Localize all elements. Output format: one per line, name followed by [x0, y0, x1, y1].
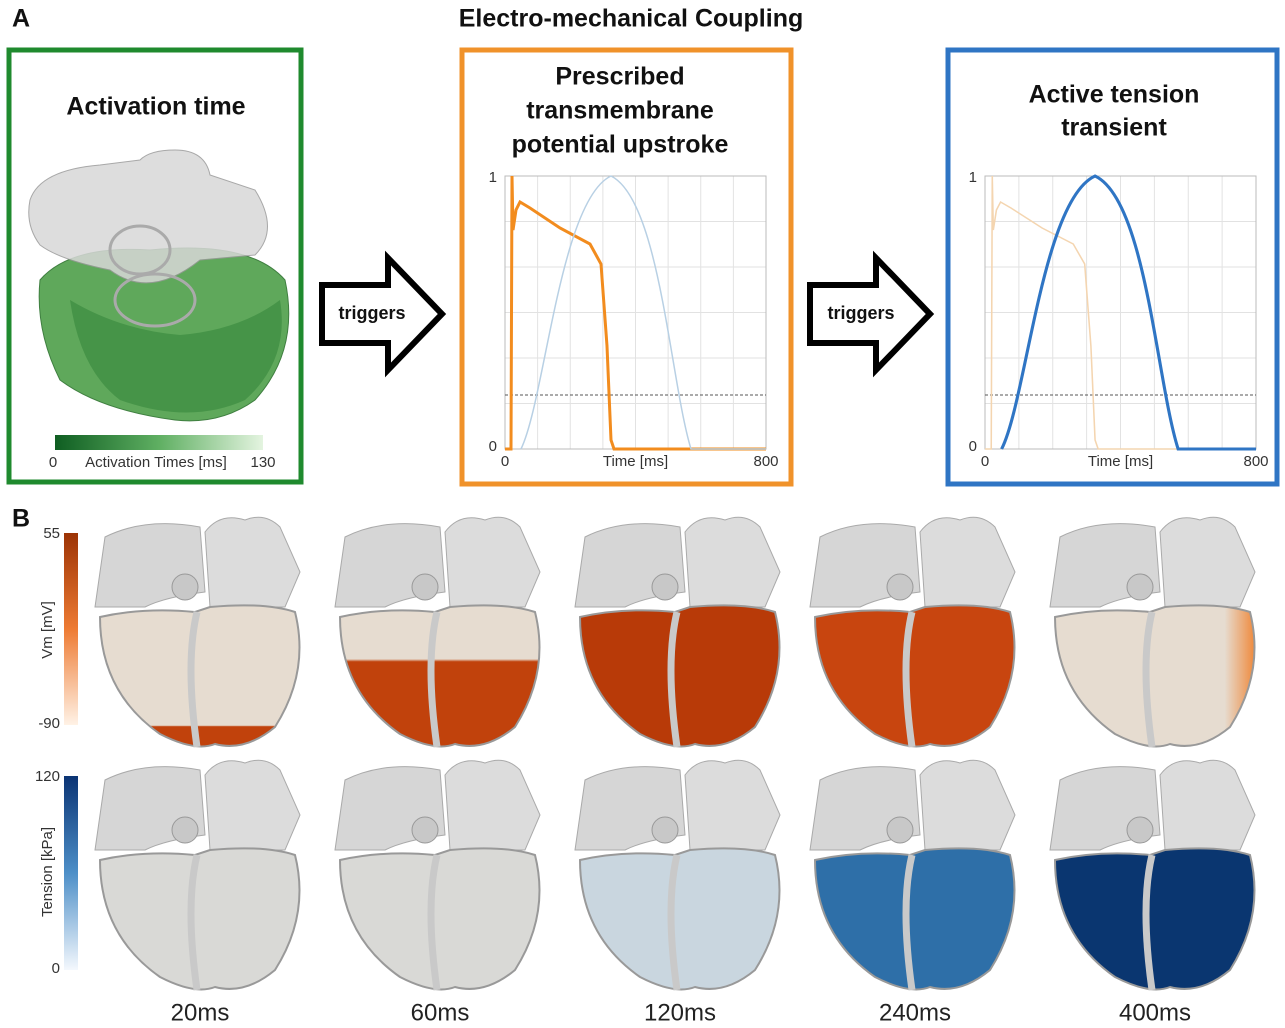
vm-colorbar [64, 533, 78, 725]
time-label: 120ms [644, 999, 716, 1026]
panel-label: B [12, 505, 30, 533]
vm-max: 55 [43, 525, 60, 542]
figure: A Electro-mechanical Coupling Activation… [0, 0, 1285, 1028]
time-label: 240ms [879, 999, 951, 1026]
heart-vm [810, 517, 1015, 747]
y-tick-label: 0 [969, 438, 977, 455]
tension-label: Tension [kPa] [39, 827, 56, 917]
heart-tension [95, 760, 300, 990]
x-tick-label: 0 [981, 453, 989, 470]
heart-vm [1050, 517, 1255, 747]
tension-title: transient [1061, 114, 1167, 142]
y-tick-label: 0 [489, 438, 497, 455]
time-label: 400ms [1119, 999, 1191, 1026]
x-tick-label: 0 [501, 453, 509, 470]
heart-vm [335, 517, 540, 747]
heart-tension [1050, 760, 1255, 990]
arrow-label: triggers [827, 303, 894, 323]
x-axis-label: Time [ms] [1088, 453, 1153, 470]
plot: 1 00 Time [ms] 800 [969, 169, 1269, 470]
colorbar-min: 0 [49, 454, 57, 471]
tension-min: 0 [52, 960, 60, 977]
arrow: triggers [322, 258, 442, 370]
x-tick-label: 800 [753, 453, 778, 470]
potential-title: potential upstroke [512, 131, 729, 159]
colorbar-label: Activation Times [ms] [85, 454, 227, 471]
colorbar-max: 130 [250, 454, 275, 471]
tension-max: 120 [35, 768, 60, 785]
arrow: triggers [810, 258, 930, 370]
y-tick-label: 1 [969, 169, 977, 186]
vm-min: -90 [38, 715, 60, 732]
potential-title: Prescribed [555, 63, 684, 91]
activation-colorbar [55, 435, 263, 450]
vm-label: Vm [mV] [39, 601, 56, 659]
heart-tension [575, 760, 780, 990]
plot: 1 00 Time [ms] 800 [489, 169, 779, 470]
tension-title: Active tension [1029, 81, 1200, 109]
time-label: 60ms [411, 999, 470, 1026]
time-label: 20ms [171, 999, 230, 1026]
tension-colorbar [64, 776, 78, 970]
heart-vm [95, 517, 300, 747]
y-tick-label: 1 [489, 169, 497, 186]
arrow-label: triggers [338, 303, 405, 323]
figure-title: Electro-mechanical Coupling [459, 5, 804, 33]
heart-vm [575, 517, 780, 747]
potential-title: transmembrane [526, 97, 714, 125]
activation-heart [29, 150, 289, 421]
x-tick-label: 800 [1243, 453, 1268, 470]
heart-tension [335, 760, 540, 990]
panel-label: A [12, 5, 30, 33]
activation-title: Activation time [66, 93, 245, 121]
heart-tension [810, 760, 1015, 990]
x-axis-label: Time [ms] [603, 453, 668, 470]
